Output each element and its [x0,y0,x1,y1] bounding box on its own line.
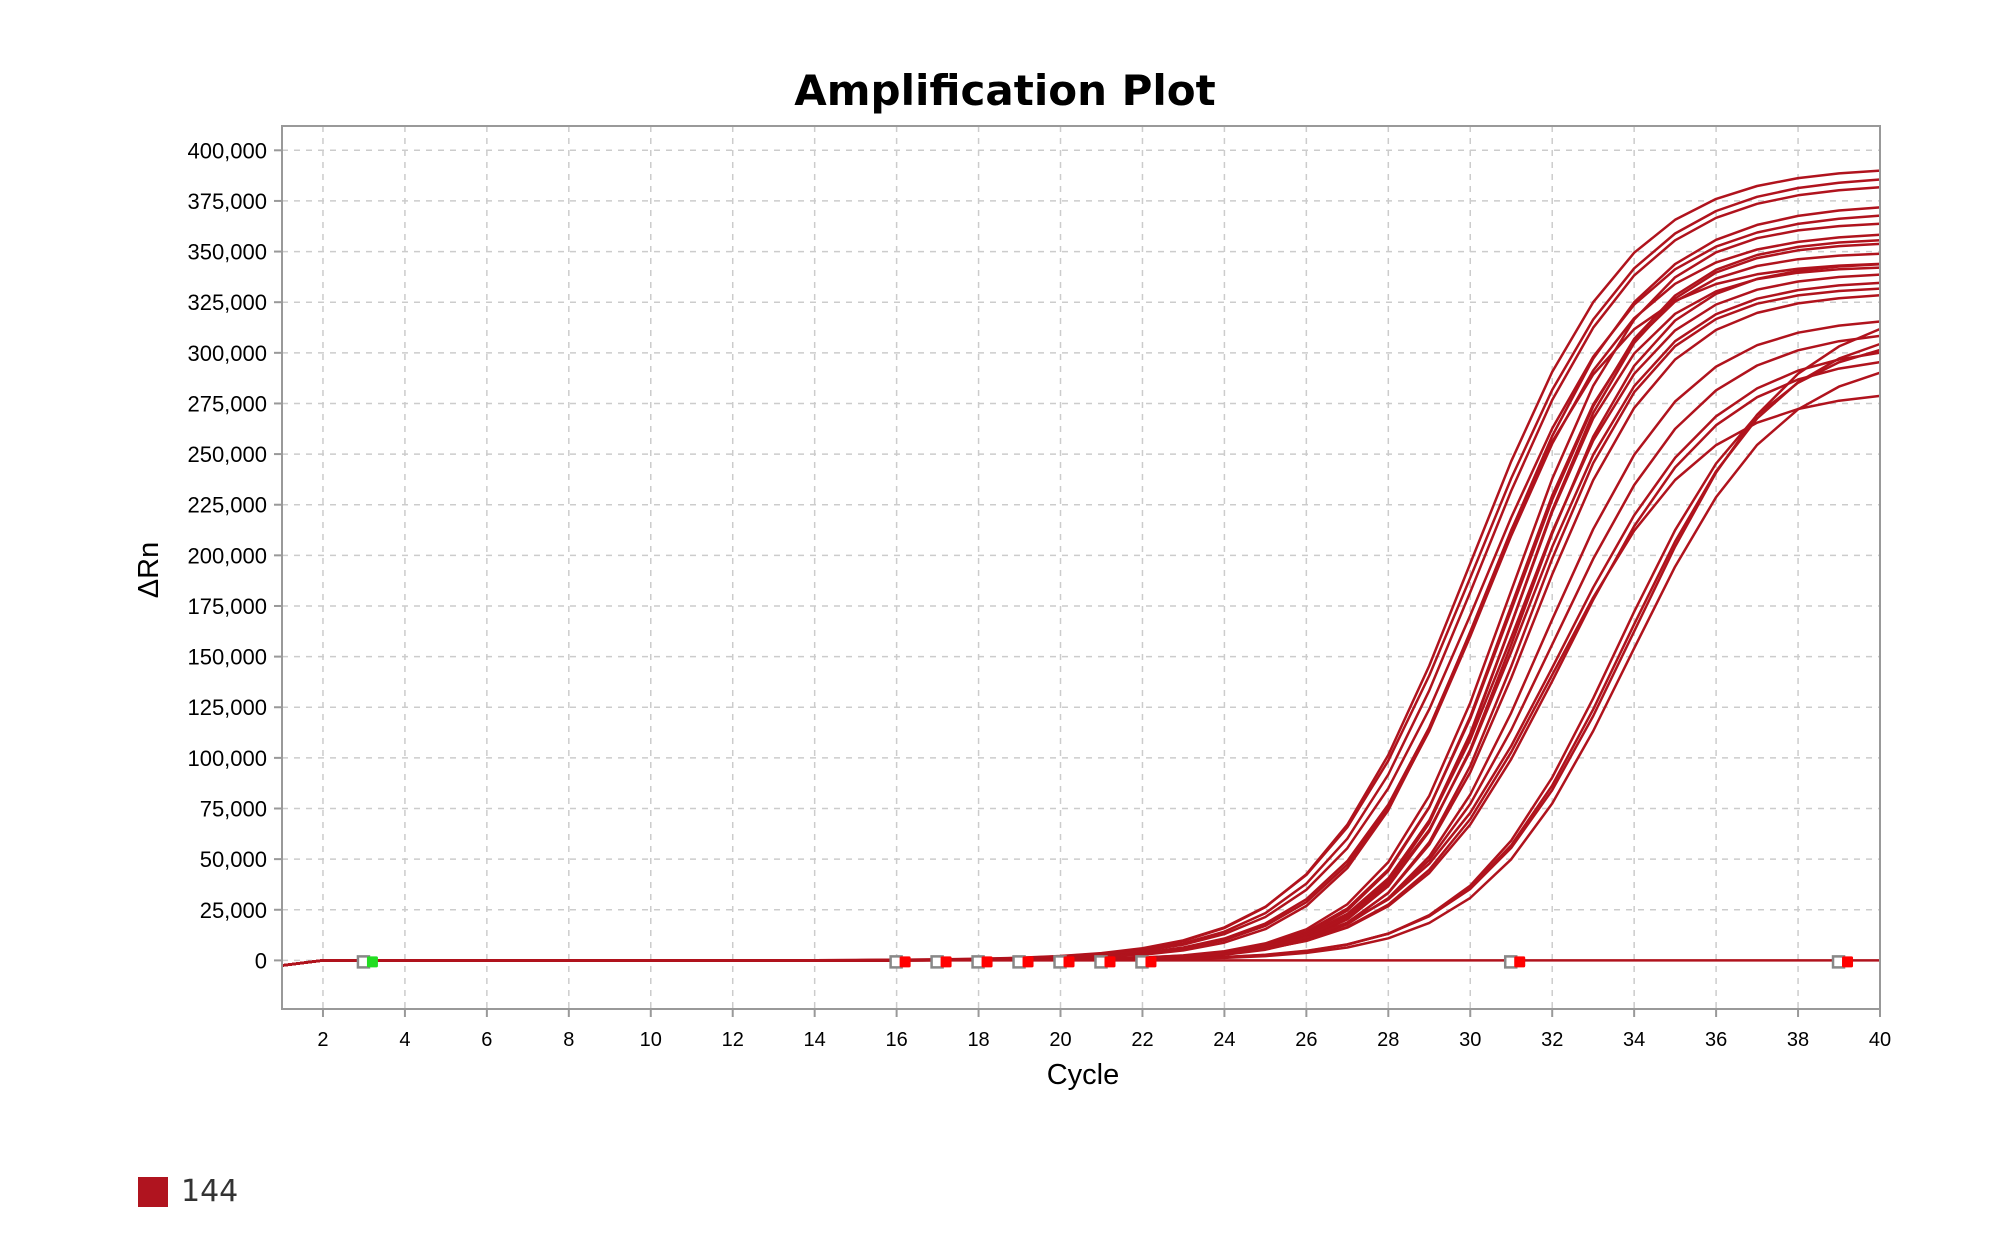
x-tick-label: 38 [1787,1029,1809,1051]
x-tick-label: 14 [804,1029,826,1051]
amplification-curve [281,334,1881,967]
threshold-marker [1145,956,1157,968]
y-axis: 0 25,000 50,000 75,000 100,000 125,000 150,000… [187,138,282,973]
threshold-marker [1063,956,1075,968]
x-tick-label: 4 [399,1029,410,1051]
y-tick-label: 75,000 [200,797,267,822]
grid [282,126,1880,1009]
x-tick-label: 34 [1623,1029,1645,1051]
amplification-curve [281,360,1881,967]
threshold-marker [899,956,911,968]
legend-label: 144 [181,1174,239,1209]
x-tick-label: 28 [1377,1029,1399,1051]
amplification-curve [281,342,1881,967]
x-tick-label: 24 [1213,1029,1235,1051]
x-tick-label: 6 [481,1029,492,1051]
x-tick-label: 16 [885,1029,907,1051]
x-tick-label: 20 [1049,1029,1071,1051]
amplification-curve [281,348,1881,967]
markers [356,955,1854,969]
y-tick-label: 225,000 [187,493,267,518]
x-tick-label: 10 [640,1029,662,1051]
x-axis: 2 4 6 8 10 12 14 16 18 20 22 24 26 28 30 32 34 36 38 40 [317,1009,1891,1051]
plot-frame [281,125,1881,1010]
y-tick-label: 25,000 [200,898,267,923]
x-tick-label: 2 [317,1029,328,1051]
legend: 144 [138,1174,238,1209]
amplification-curve [281,214,1881,967]
y-tick-label: 325,000 [187,290,267,315]
y-tick-label: 50,000 [200,847,267,872]
y-axis-label: ΔRn [133,542,165,598]
y-tick-label: 300,000 [187,341,267,366]
x-tick-label: 36 [1705,1029,1727,1051]
amplification-curve [281,394,1881,967]
y-tick-label: 125,000 [187,695,267,720]
y-tick-label: 150,000 [187,645,267,670]
amplification-curve [281,351,1881,967]
y-tick-label: 200,000 [187,543,267,568]
amplification-curve [281,287,1881,967]
x-tick-label: 18 [967,1029,989,1051]
x-tick-label: 12 [722,1029,744,1051]
x-tick-label: 32 [1541,1029,1563,1051]
y-tick-label: 0 [255,948,267,973]
x-tick-label: 40 [1869,1029,1891,1051]
y-tick-label: 275,000 [187,391,267,416]
y-tick-label: 375,000 [187,189,267,214]
legend-swatch [138,1176,168,1207]
y-tick-label: 175,000 [187,594,267,619]
amplification-curve [281,294,1881,967]
threshold-marker [981,956,993,968]
amplification-curve [281,320,1881,967]
x-tick-label: 8 [563,1029,574,1051]
y-tick-label: 100,000 [187,746,267,771]
threshold-marker [1514,956,1526,968]
amplification-curve [281,327,1881,967]
threshold-marker [366,956,378,968]
x-tick-label: 22 [1131,1029,1153,1051]
x-tick-label: 30 [1459,1029,1481,1051]
y-tick-label: 350,000 [187,240,267,265]
y-tick-label: 250,000 [187,442,267,467]
amplification-curve [281,185,1881,967]
y-tick-label: 400,000 [187,138,267,163]
amplification-curve [281,371,1881,967]
amplification-curve [281,206,1881,967]
threshold-marker [1104,956,1116,968]
x-tick-label: 26 [1295,1029,1317,1051]
threshold-marker [1842,956,1854,968]
chart-title: Amplification Plot [794,66,1215,115]
x-axis-label: Cycle [1047,1059,1120,1091]
curves [281,169,1881,967]
amplification-curve [281,169,1881,967]
amplification-curve [281,959,1880,967]
threshold-marker [940,956,952,968]
amplification-curve [281,262,1881,967]
threshold-marker [1022,956,1034,968]
